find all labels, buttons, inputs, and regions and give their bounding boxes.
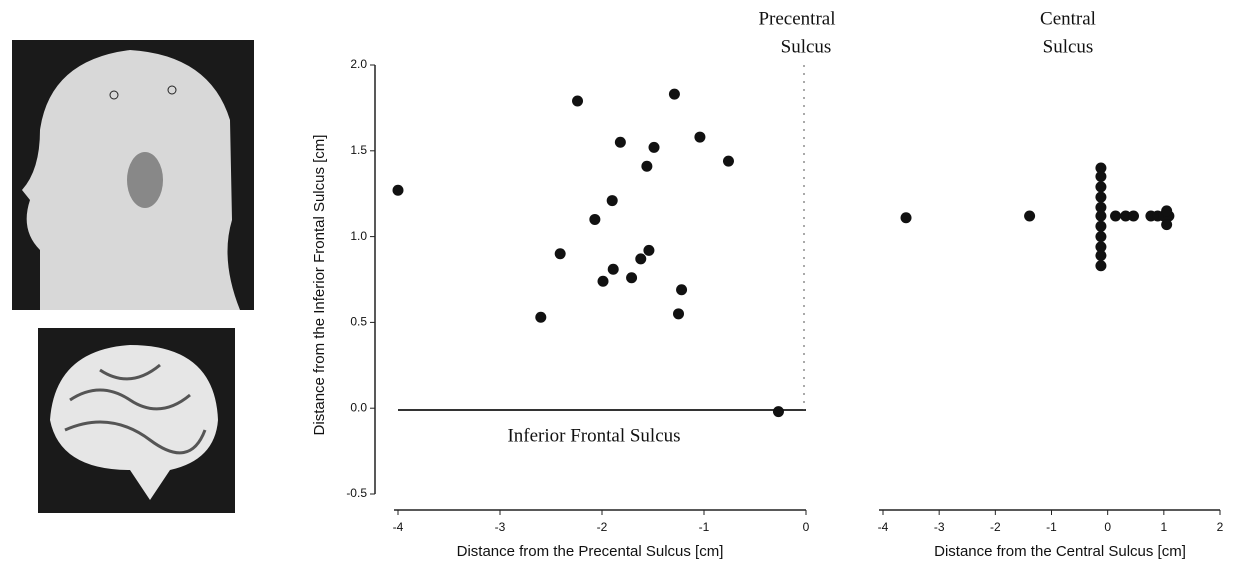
data-point	[673, 308, 684, 320]
annotation: Central	[1040, 8, 1096, 29]
data-point	[1110, 210, 1122, 222]
x-tick-label: 0	[1104, 520, 1111, 534]
x-tick-label: -4	[878, 520, 889, 534]
x-tick-label: -3	[934, 520, 945, 534]
y-axis-label: Distance from the Inferior Frontal Sulcu…	[311, 135, 328, 436]
data-point	[1095, 201, 1107, 213]
data-point	[606, 195, 618, 207]
data-point	[1095, 249, 1107, 261]
data-point	[1161, 205, 1173, 217]
y-tick-label: 0.0	[350, 400, 367, 414]
data-point	[722, 155, 734, 167]
data-point	[1095, 260, 1107, 272]
x-tick-label: -2	[990, 520, 1001, 534]
data-point	[626, 272, 638, 284]
x-axis-label: Distance from the Central Sulcus [cm]	[934, 543, 1186, 560]
data-point	[668, 88, 680, 100]
x-tick-label: 2	[1217, 520, 1224, 534]
annotation: Inferior Frontal Sulcus	[507, 425, 680, 446]
y-tick-label: 0.5	[350, 315, 367, 329]
data-point	[392, 184, 404, 196]
data-point	[554, 248, 566, 260]
data-point	[1095, 191, 1107, 203]
data-point	[589, 213, 601, 225]
data-point	[1161, 219, 1173, 231]
data-point	[1095, 162, 1107, 174]
brain-photo	[38, 328, 235, 513]
x-tick-label: -1	[1046, 520, 1057, 534]
data-point	[1095, 231, 1107, 243]
head-photo	[12, 40, 254, 310]
data-point	[900, 212, 912, 224]
x-axis-label: Distance from the Precental Sulcus [cm]	[457, 543, 724, 560]
x-tick-label: 1	[1160, 520, 1167, 534]
data-point	[597, 275, 609, 287]
y-tick-label: 2.0	[350, 57, 367, 71]
data-point	[614, 136, 626, 148]
data-point	[1128, 210, 1140, 222]
data-point	[535, 311, 547, 323]
data-point	[676, 284, 688, 296]
annotation: Precentral	[758, 8, 835, 29]
data-point	[1120, 210, 1132, 222]
y-tick-label: -0.5	[346, 486, 367, 500]
data-point	[643, 244, 655, 256]
y-tick-label: 1.0	[350, 229, 367, 243]
x-tick-label: -3	[495, 520, 506, 534]
data-point	[1024, 210, 1036, 222]
data-point	[1095, 241, 1107, 253]
data-point	[641, 160, 653, 172]
x-tick-label: -1	[699, 520, 710, 534]
data-point	[1095, 220, 1107, 232]
data-point	[648, 141, 660, 153]
x-tick-label: -4	[393, 520, 404, 534]
data-point	[607, 263, 619, 275]
data-point	[772, 406, 784, 418]
data-point	[1095, 181, 1107, 193]
data-point	[1095, 171, 1107, 183]
data-point	[572, 95, 584, 107]
data-point	[694, 131, 706, 143]
data-point	[1095, 210, 1107, 222]
annotation: Sulcus	[781, 36, 832, 57]
y-tick-label: 1.5	[350, 143, 367, 157]
data-point	[635, 253, 647, 265]
x-tick-label: 0	[803, 520, 810, 534]
annotation: Sulcus	[1043, 36, 1094, 57]
x-tick-label: -2	[597, 520, 608, 534]
